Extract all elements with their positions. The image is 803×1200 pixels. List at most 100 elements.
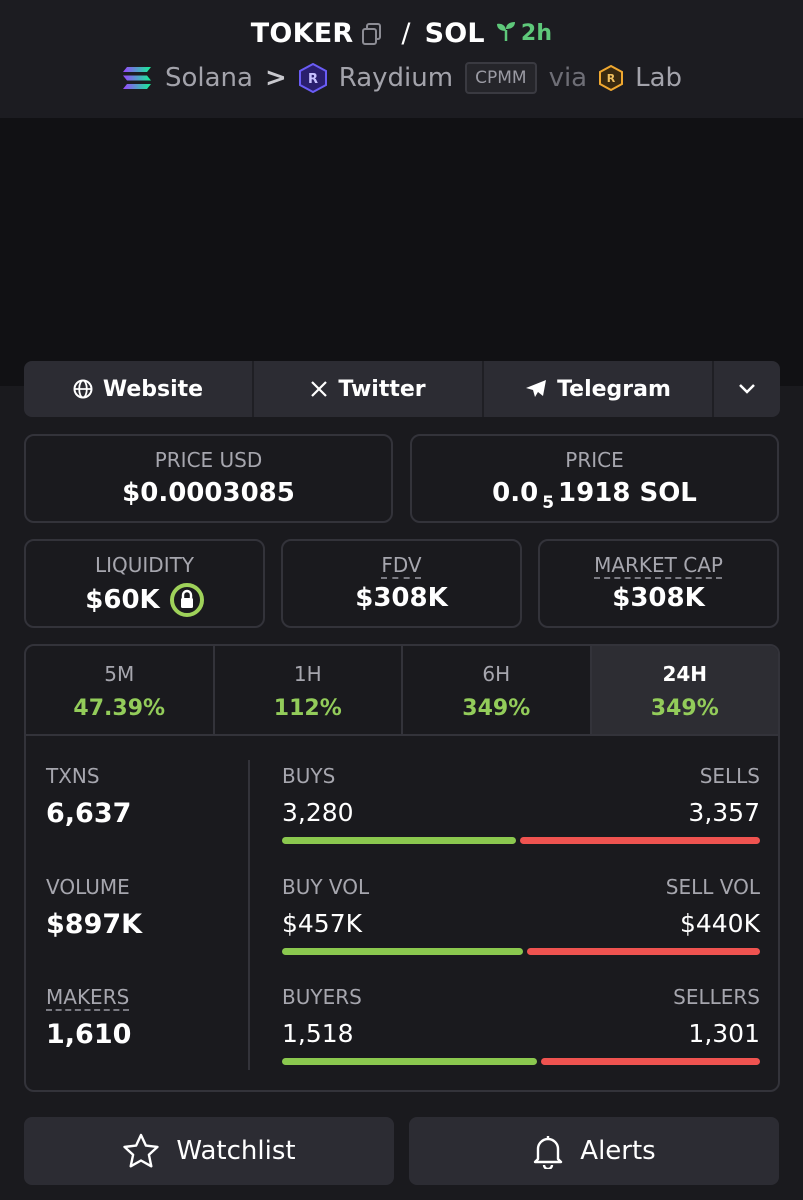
via-label: via: [548, 63, 588, 93]
token-symbol: TOKER: [250, 18, 354, 49]
buyers-label: BUYERS: [282, 985, 362, 1009]
liquidity-card: LIQUIDITY $60K: [24, 539, 265, 628]
lab-icon: R: [599, 65, 624, 91]
buys-value: 3,280: [282, 798, 354, 827]
sellers-value: 1,301: [688, 1019, 760, 1048]
buyers-sellers-group: BUYERS SELLERS 1,518 1,301: [282, 985, 760, 1065]
volume-stat: VOLUME $897K: [46, 875, 142, 940]
tab-1h[interactable]: 1H 112%: [215, 646, 403, 734]
pair-age: 2h: [495, 20, 552, 48]
telegram-button[interactable]: Telegram: [484, 361, 714, 417]
svg-text:R: R: [308, 72, 318, 87]
buys-bar-fill: [282, 837, 517, 844]
buy-sell-volume-bar: [282, 948, 760, 955]
buys-sells-bar: [282, 837, 760, 844]
watchlist-label: Watchlist: [176, 1136, 296, 1166]
market-cap-card: MARKET CAP $308K: [538, 539, 779, 628]
fdv-label-text: FDV: [381, 553, 422, 577]
pair-separator: /: [401, 18, 411, 49]
twitter-button[interactable]: Twitter: [254, 361, 484, 417]
tab-5m-change: 47.39%: [73, 696, 166, 721]
buy-vol-label: BUY VOL: [282, 875, 370, 899]
lock-icon[interactable]: [169, 583, 204, 617]
fdv-card: FDV $308K: [281, 539, 522, 628]
buy-sell-volume-group: BUY VOL SELL VOL $457K $440K: [282, 875, 760, 955]
liquidity-value: $60K: [85, 585, 160, 615]
pair-title: TOKER / SOL 2h: [0, 18, 803, 49]
telegram-label: Telegram: [557, 376, 671, 402]
makers-label-text: MAKERS: [46, 985, 130, 1009]
makers-value: 1,610: [46, 1019, 132, 1050]
pool-type-badge: CPMM: [465, 62, 537, 94]
market-cap-label-text: MARKET CAP: [594, 553, 723, 577]
txns-label: TXNS: [46, 764, 100, 788]
chevron-down-icon: [738, 383, 756, 395]
tab-6h-change: 349%: [462, 696, 531, 721]
sprout-icon: [495, 20, 517, 48]
sell-vol-value: $440K: [679, 909, 760, 938]
tab-5m-label: 5M: [104, 662, 135, 686]
price-native-suffix: 1918 SOL: [558, 478, 697, 508]
chain-link[interactable]: Solana: [164, 63, 253, 93]
chevron-right-icon: >: [264, 63, 287, 93]
sell-vol-bar-fill: [527, 948, 760, 955]
chart-area[interactable]: [0, 118, 803, 386]
tab-24h[interactable]: 24H 349%: [591, 646, 778, 734]
buys-label: BUYS: [282, 764, 336, 788]
price-native-value: 0.0 5 1918 SOL: [412, 478, 777, 513]
bell-icon: [532, 1133, 564, 1169]
stats-divider: [248, 760, 250, 1070]
makers-stat: MAKERS 1,610: [46, 985, 131, 1050]
quote-symbol: SOL: [424, 18, 485, 49]
fdv-label[interactable]: FDV: [283, 553, 520, 577]
tab-6h[interactable]: 6H 349%: [403, 646, 592, 734]
price-usd-value: $0.0003085: [122, 478, 295, 508]
solana-icon: [121, 65, 153, 91]
twitter-label: Twitter: [338, 376, 426, 402]
svg-text:R: R: [607, 72, 616, 85]
telegram-icon: [525, 379, 547, 399]
alerts-button[interactable]: Alerts: [409, 1117, 779, 1185]
timeframe-tabs: 5M 47.39% 1H 112% 6H 349% 24H 349%: [26, 646, 778, 736]
launchpad-link[interactable]: Lab: [635, 63, 683, 93]
copy-icon[interactable]: [361, 22, 383, 46]
price-native-card: PRICE 0.0 5 1918 SOL: [410, 434, 779, 523]
globe-icon: [73, 379, 93, 399]
makers-label[interactable]: MAKERS: [46, 985, 131, 1009]
alerts-label: Alerts: [580, 1136, 656, 1166]
tab-24h-label: 24H: [662, 662, 708, 686]
buy-vol-bar-fill: [282, 948, 524, 955]
buy-vol-value: $457K: [282, 909, 363, 938]
tab-5m[interactable]: 5M 47.39%: [26, 646, 215, 734]
liquidity-label: LIQUIDITY: [94, 553, 195, 577]
raydium-icon: R: [298, 63, 327, 93]
x-icon: [310, 380, 328, 398]
tab-1h-label: 1H: [293, 662, 322, 686]
market-cap-value: $308K: [612, 583, 705, 613]
volume-value: $897K: [46, 909, 143, 940]
volume-label: VOLUME: [46, 875, 130, 899]
sells-bar-fill: [520, 837, 760, 844]
dex-link[interactable]: Raydium: [338, 63, 454, 93]
price-usd-label: PRICE USD: [154, 448, 263, 472]
sell-vol-label: SELL VOL: [665, 875, 760, 899]
tab-6h-label: 6H: [482, 662, 511, 686]
price-native-prefix: 0.0: [492, 478, 539, 508]
price-native-zeros: 5: [542, 493, 555, 513]
breadcrumb: Solana > R Raydium CPMM via R Lab: [0, 62, 803, 94]
website-label: Website: [102, 376, 204, 402]
market-cap-label[interactable]: MARKET CAP: [540, 553, 777, 577]
website-button[interactable]: Website: [24, 361, 254, 417]
sellers-bar-fill: [541, 1058, 760, 1065]
buyers-value: 1,518: [282, 1019, 354, 1048]
tab-24h-change: 349%: [650, 696, 719, 721]
pair-header: TOKER / SOL 2h Solana > R Raydium CPMM v…: [0, 0, 803, 118]
sellers-label: SELLERS: [673, 985, 760, 1009]
star-icon: [122, 1133, 160, 1169]
fdv-value: $308K: [355, 583, 448, 613]
buys-sells-group: BUYS SELLS 3,280 3,357: [282, 764, 760, 844]
stats-panel: 5M 47.39% 1H 112% 6H 349% 24H 349% TXNS …: [24, 644, 780, 1092]
buyers-bar-fill: [282, 1058, 538, 1065]
more-links-button[interactable]: [714, 361, 780, 417]
watchlist-button[interactable]: Watchlist: [24, 1117, 394, 1185]
